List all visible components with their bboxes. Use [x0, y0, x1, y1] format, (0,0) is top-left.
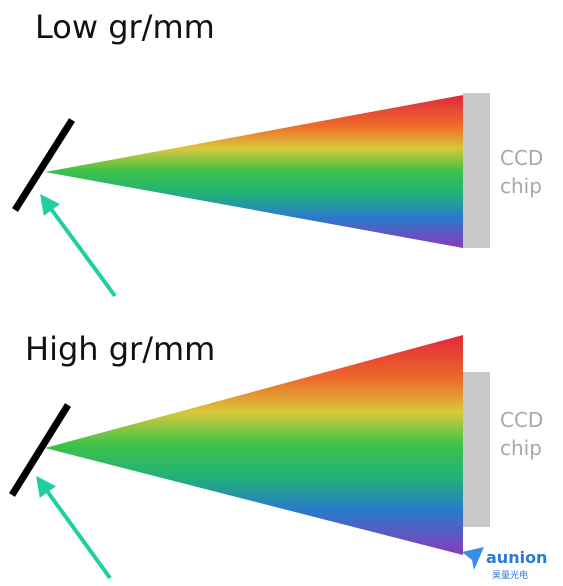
- ccd-chip: [463, 93, 490, 248]
- detector-label: chip: [500, 436, 542, 460]
- grating: [12, 118, 75, 212]
- dispersed-light: [45, 95, 463, 248]
- detector-label: CCD: [500, 408, 543, 432]
- detector-label: chip: [500, 174, 542, 198]
- ccd-chip: [463, 372, 490, 527]
- dispersed-light: [45, 335, 463, 555]
- watermark-brand: aunion: [486, 548, 547, 567]
- diagram-title: Low gr/mm: [35, 8, 215, 46]
- watermark-subtitle: 昊量光电: [492, 569, 528, 581]
- incident-beam: [36, 475, 112, 580]
- logo-icon: [462, 547, 484, 570]
- diagram-title: High gr/mm: [25, 330, 215, 368]
- grating: [9, 403, 71, 497]
- detector-label: CCD: [500, 146, 543, 170]
- incident-beam: [40, 193, 117, 298]
